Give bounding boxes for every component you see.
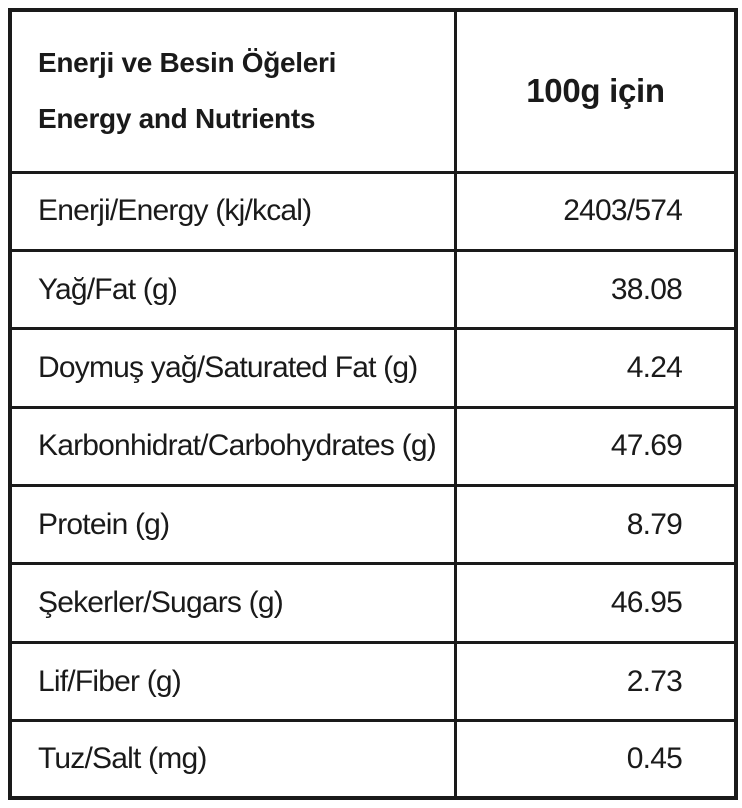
nutrient-name: Protein (g) bbox=[12, 484, 457, 566]
nutrition-table-frame: Enerji ve Besin Öğeleri Energy and Nutri… bbox=[8, 8, 738, 800]
nutrient-value: 47.69 bbox=[454, 405, 734, 488]
nutrient-value: 2403/574 bbox=[454, 170, 734, 252]
nutrient-value: 2.73 bbox=[454, 640, 734, 723]
nutrient-value: 38.08 bbox=[454, 248, 734, 331]
table-body: Enerji ve Besin Öğeleri Energy and Nutri… bbox=[12, 12, 734, 796]
header-label-cell: Enerji ve Besin Öğeleri Energy and Nutri… bbox=[12, 12, 457, 174]
header-title-tr: Enerji ve Besin Öğeleri bbox=[38, 47, 337, 79]
nutrient-name: Doymuş yağ/Saturated Fat (g) bbox=[12, 327, 457, 409]
table-row: Lif/Fiber (g) 2.73 bbox=[12, 640, 734, 723]
nutrient-name: Karbonhidrat/Carbohydrates (g) bbox=[12, 405, 457, 488]
table-row: Tuz/Salt (mg) 0.45 bbox=[12, 719, 734, 796]
table-row: Yağ/Fat (g) 38.08 bbox=[12, 248, 734, 331]
nutrient-name: Şekerler/Sugars (g) bbox=[12, 562, 457, 644]
nutrient-value: 0.45 bbox=[454, 719, 734, 796]
nutrient-value: 46.95 bbox=[454, 562, 734, 644]
nutrient-name: Enerji/Energy (kj/kcal) bbox=[12, 170, 457, 252]
table-row: Karbonhidrat/Carbohydrates (g) 47.69 bbox=[12, 405, 734, 488]
nutrient-name: Yağ/Fat (g) bbox=[12, 248, 457, 331]
header-title-en: Energy and Nutrients bbox=[38, 103, 316, 135]
table-row: Protein (g) 8.79 bbox=[12, 484, 734, 566]
nutrient-value: 4.24 bbox=[454, 327, 734, 409]
nutrient-name: Lif/Fiber (g) bbox=[12, 640, 457, 723]
table-row: Doymuş yağ/Saturated Fat (g) 4.24 bbox=[12, 327, 734, 409]
nutrition-table: Enerji ve Besin Öğeleri Energy and Nutri… bbox=[12, 12, 734, 796]
header-row: Enerji ve Besin Öğeleri Energy and Nutri… bbox=[12, 12, 734, 174]
nutrient-name: Tuz/Salt (mg) bbox=[12, 719, 457, 796]
nutrient-value: 8.79 bbox=[454, 484, 734, 566]
table-row: Enerji/Energy (kj/kcal) 2403/574 bbox=[12, 170, 734, 252]
table-row: Şekerler/Sugars (g) 46.95 bbox=[12, 562, 734, 644]
header-per-cell: 100g için bbox=[454, 12, 734, 174]
